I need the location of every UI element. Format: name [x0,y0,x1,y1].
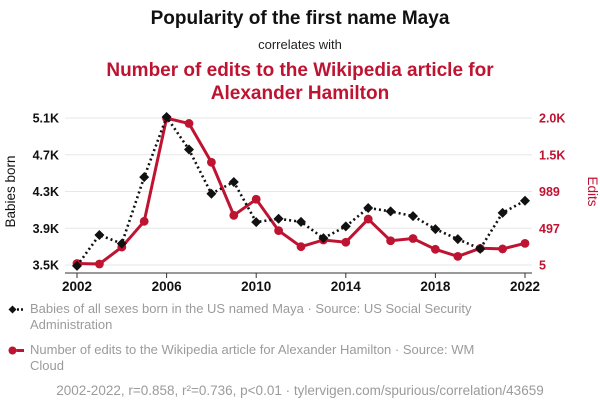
maya-series-marker [385,206,396,217]
right-tick-label: 989 [539,185,560,199]
footer-stats: 2002-2022, r=0.858, r²=0.736, p<0.01 · t… [56,383,544,398]
maya-series-marker [340,221,351,232]
chart-title-primary: Popularity of the first name Maya [150,8,450,29]
edits-series-marker [296,242,306,252]
black-diamond-dashed-icon [8,305,24,314]
maya-series-marker [318,233,329,244]
x-tick-label: 2018 [420,279,451,294]
maya-series-marker [430,224,441,235]
right-tick-label: 497 [539,222,560,236]
legend-item-edits: Number of edits to the Wikipedia article… [8,342,592,374]
maya-series-marker [116,238,127,249]
edits-series-marker [431,244,440,254]
right-axis-title: Edits [585,176,600,206]
maya-series-marker [497,207,508,218]
x-tick-label: 2010 [241,279,271,294]
maya-series-marker [94,229,105,240]
maya-series-marker [184,144,194,155]
maya-series-marker [206,188,217,199]
maya-series-marker [296,216,306,227]
edits-series-marker [363,214,373,224]
red-circle-solid-icon [8,346,24,355]
left-tick-label: 3.5K [33,259,59,273]
edits-series-marker [139,216,149,226]
chart-area: 3.5K 5 3.9K 497 4.3K 989 4.7K 1.5K 5.1K 2.0K 2002 2… [0,95,600,305]
edits-series-marker [408,234,418,243]
maya-series-marker [228,176,239,187]
edits-series-marker [184,119,194,128]
left-tick-label: 4.3K [33,185,59,199]
chart-header: Popularity of the first name Maya correl… [0,8,600,105]
right-tick-label: 2.0K [539,112,565,126]
chart-title-secondary: Number of edits to the Wikipedia article… [106,59,494,105]
edits-series-marker [453,252,463,261]
x-tick-label: 2006 [152,279,183,294]
x-tick-label: 2014 [331,279,362,294]
chart-legend: Babies of all sexes born in the US named… [8,301,592,382]
edits-series-marker [95,259,104,269]
legend-label-maya: Babies of all sexes born in the US named… [30,301,472,332]
x-tick-label: 2022 [510,279,540,294]
edits-series-marker [251,194,261,204]
left-axis-title: Babies born [3,155,18,227]
edits-series-marker [229,210,239,220]
maya-series-marker [139,172,150,183]
maya-series-marker [475,243,486,254]
maya-series-marker [520,195,530,206]
x-tick-label: 2002 [62,279,92,294]
maya-series-marker [273,213,284,224]
maya-series-marker [452,234,463,245]
edits-series-marker [520,238,530,248]
chart-title-connector: correlates with [258,36,342,52]
edits-series-marker [341,237,351,247]
maya-series-marker [251,217,262,228]
left-tick-label: 5.1K [33,112,59,126]
legend-label-edits: Number of edits to the Wikipedia article… [30,341,475,373]
legend-item-maya: Babies of all sexes born in the US named… [8,301,592,333]
left-tick-label: 4.7K [33,148,59,162]
correlation-line-chart: 3.5K 5 3.9K 497 4.3K 989 4.7K 1.5K 5.1K 2.0K 2002 2… [3,111,600,295]
edits-series-marker [274,226,283,236]
right-tick-label: 5 [539,259,546,273]
maya-series-marker [161,111,172,122]
left-tick-label: 3.9K [33,222,59,236]
maya-series-marker [408,211,418,222]
edits-series-marker [207,157,216,167]
edits-series-marker [386,236,395,246]
maya-series-marker [363,202,374,213]
edits-series-marker [498,244,507,254]
maya-series-marker [72,260,82,271]
right-tick-label: 1.5K [539,148,565,162]
